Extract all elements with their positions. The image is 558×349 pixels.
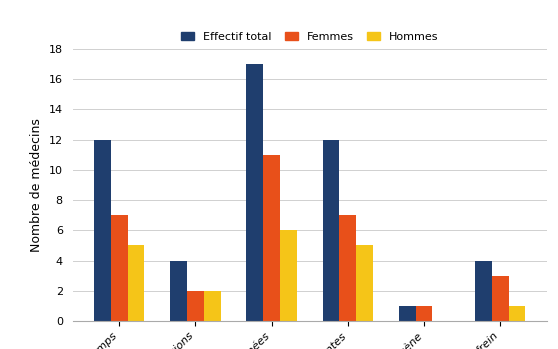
- Bar: [492, 276, 508, 321]
- Bar: [508, 306, 525, 321]
- Bar: [475, 261, 492, 321]
- Bar: [416, 306, 432, 321]
- Bar: [280, 230, 297, 321]
- Bar: [399, 306, 416, 321]
- Bar: [187, 291, 204, 321]
- Bar: [356, 245, 373, 321]
- Bar: [323, 140, 339, 321]
- Bar: [94, 140, 111, 321]
- Bar: [170, 261, 187, 321]
- Bar: [263, 155, 280, 321]
- Bar: [128, 245, 145, 321]
- Bar: [247, 64, 263, 321]
- Legend: Effectif total, Femmes, Hommes: Effectif total, Femmes, Hommes: [176, 27, 443, 46]
- Bar: [204, 291, 220, 321]
- Bar: [339, 215, 356, 321]
- Bar: [111, 215, 128, 321]
- Y-axis label: Nombre de médecins: Nombre de médecins: [30, 118, 43, 252]
